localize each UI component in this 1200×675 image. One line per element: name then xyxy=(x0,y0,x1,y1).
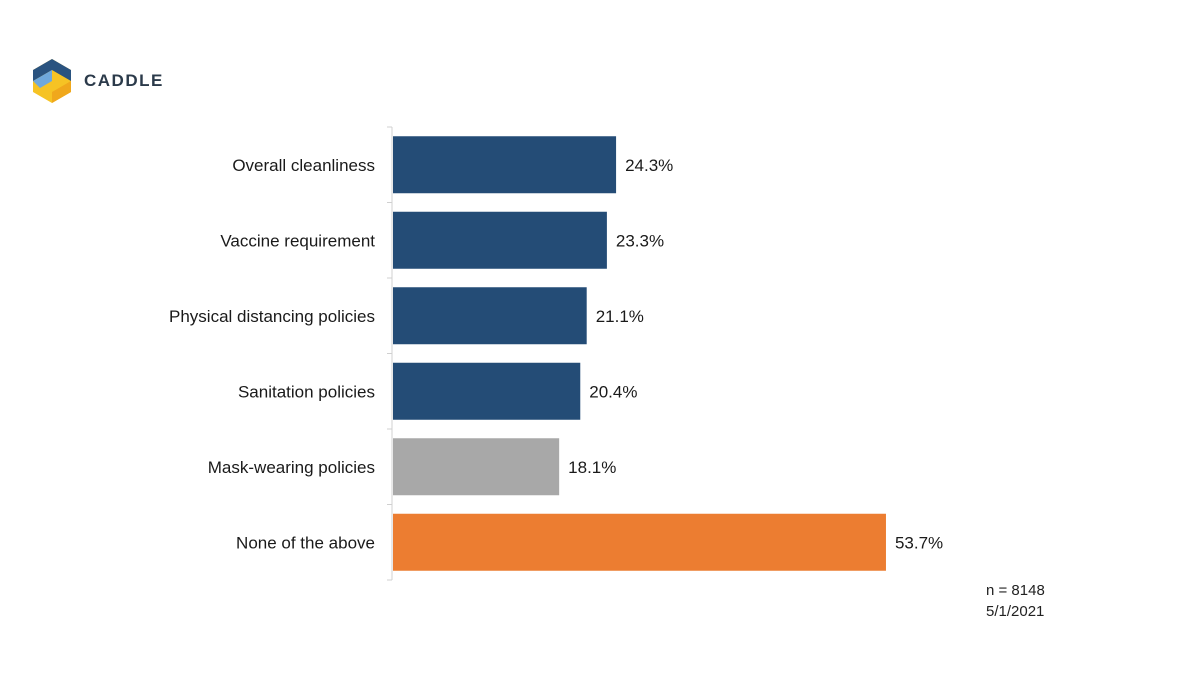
bar xyxy=(393,211,607,269)
category-label: Sanitation policies xyxy=(238,382,375,401)
caddle-hexagon-logo-icon xyxy=(33,59,71,103)
value-label: 20.4% xyxy=(589,382,637,401)
value-label: 24.3% xyxy=(625,156,673,175)
category-label: Vaccine requirement xyxy=(220,231,375,250)
bar xyxy=(393,362,581,420)
bar xyxy=(393,136,617,194)
value-label: 21.1% xyxy=(596,307,644,326)
brand-name: CADDLE xyxy=(84,71,164,90)
value-label: 53.7% xyxy=(895,533,943,552)
value-label: 18.1% xyxy=(568,458,616,477)
bar xyxy=(393,513,886,571)
category-label: Physical distancing policies xyxy=(169,307,375,326)
sample-size: n = 8148 xyxy=(986,582,1045,599)
survey-date: 5/1/2021 xyxy=(986,603,1045,620)
category-label: Overall cleanliness xyxy=(232,156,375,175)
value-label: 23.3% xyxy=(616,231,664,250)
footnote: n = 8148 5/1/2021 xyxy=(986,580,1045,622)
bar xyxy=(393,438,560,496)
category-label: Mask-wearing policies xyxy=(208,458,375,477)
bar xyxy=(393,287,587,345)
category-label: None of the above xyxy=(236,533,375,552)
brand-logo: CADDLE xyxy=(30,57,164,105)
